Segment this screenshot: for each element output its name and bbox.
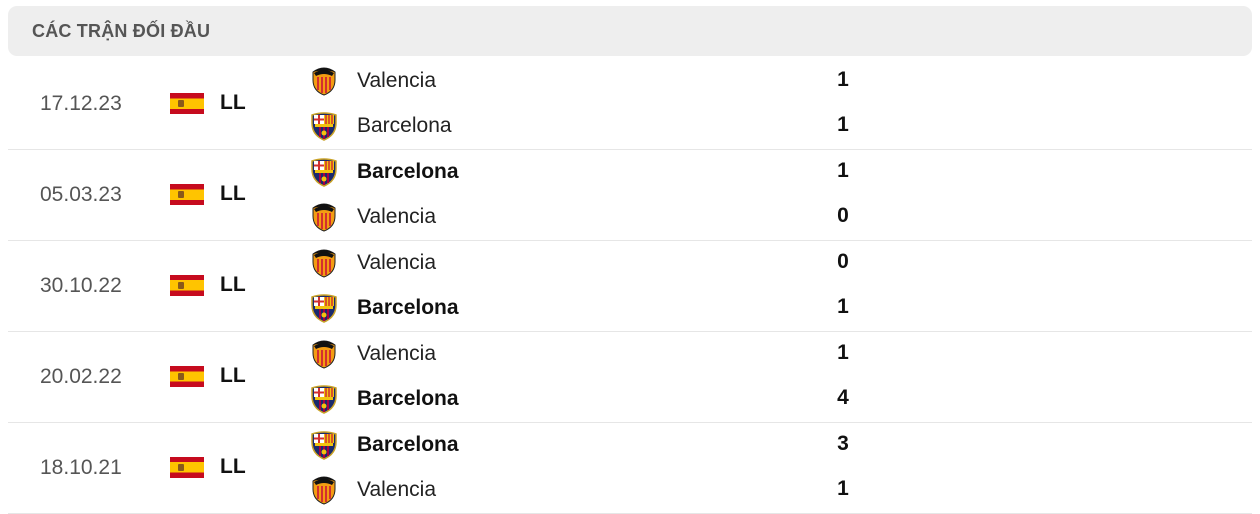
team-score: 1 — [837, 159, 849, 182]
league-code: LL — [220, 455, 246, 478]
valencia-logo-icon — [310, 248, 338, 278]
team-name[interactable]: Barcelona — [357, 114, 452, 137]
team-line: Valencia 0 — [308, 194, 1208, 239]
barcelona-logo-icon — [310, 157, 338, 187]
league-code: LL — [220, 182, 246, 205]
valencia-logo-icon — [310, 475, 338, 505]
valencia-logo-icon — [310, 202, 338, 232]
team-score: 0 — [837, 250, 849, 273]
team-name[interactable]: Valencia — [357, 69, 436, 92]
team-line: Barcelona 4 — [308, 376, 1208, 421]
spain-flag-icon — [170, 184, 204, 205]
match-row[interactable]: 18.10.21 LL Barcelona 3 Valencia 1 — [8, 422, 1252, 514]
team-line: Barcelona 3 — [308, 422, 1208, 467]
match-row[interactable]: 17.12.23 LL Valencia 1 Barcelona 1 — [8, 58, 1252, 150]
team-name[interactable]: Barcelona — [357, 387, 459, 410]
team-line: Barcelona 1 — [308, 149, 1208, 194]
team-score: 1 — [837, 477, 849, 500]
team-score: 1 — [837, 113, 849, 136]
team-score: 1 — [837, 341, 849, 364]
league-code: LL — [220, 364, 246, 387]
section-title: CÁC TRẬN ĐỐI ĐẦU — [32, 21, 211, 41]
league-code: LL — [220, 273, 246, 296]
team-name[interactable]: Valencia — [357, 342, 436, 365]
team-score: 0 — [837, 204, 849, 227]
league-code: LL — [220, 91, 246, 114]
team-name[interactable]: Valencia — [357, 251, 436, 274]
team-score: 4 — [837, 386, 849, 409]
team-score: 3 — [837, 432, 849, 455]
team-name[interactable]: Valencia — [357, 205, 436, 228]
section-header: CÁC TRẬN ĐỐI ĐẦU — [8, 6, 1252, 56]
match-date: 30.10.22 — [40, 274, 122, 297]
team-line: Valencia 0 — [308, 240, 1208, 285]
barcelona-logo-icon — [310, 430, 338, 460]
spain-flag-icon — [170, 366, 204, 387]
barcelona-logo-icon — [310, 384, 338, 414]
team-score: 1 — [837, 68, 849, 91]
barcelona-logo-icon — [310, 111, 338, 141]
team-name[interactable]: Barcelona — [357, 433, 459, 456]
team-line: Barcelona 1 — [308, 285, 1208, 330]
spain-flag-icon — [170, 93, 204, 114]
match-date: 17.12.23 — [40, 92, 122, 115]
team-score: 1 — [837, 295, 849, 318]
spain-flag-icon — [170, 275, 204, 296]
match-row[interactable]: 05.03.23 LL Barcelona 1 Valencia 0 — [8, 149, 1252, 241]
barcelona-logo-icon — [310, 293, 338, 323]
match-row[interactable]: 30.10.22 LL Valencia 0 Barcelona 1 — [8, 240, 1252, 332]
team-line: Valencia 1 — [308, 467, 1208, 512]
team-name[interactable]: Valencia — [357, 478, 436, 501]
valencia-logo-icon — [310, 339, 338, 369]
match-row[interactable]: 20.02.22 LL Valencia 1 Barcelona 4 — [8, 331, 1252, 423]
match-date: 18.10.21 — [40, 456, 122, 479]
team-name[interactable]: Barcelona — [357, 160, 459, 183]
valencia-logo-icon — [310, 66, 338, 96]
team-line: Valencia 1 — [308, 331, 1208, 376]
match-date: 20.02.22 — [40, 365, 122, 388]
team-line: Valencia 1 — [308, 58, 1208, 103]
spain-flag-icon — [170, 457, 204, 478]
team-line: Barcelona 1 — [308, 103, 1208, 148]
match-date: 05.03.23 — [40, 183, 122, 206]
team-name[interactable]: Barcelona — [357, 296, 459, 319]
